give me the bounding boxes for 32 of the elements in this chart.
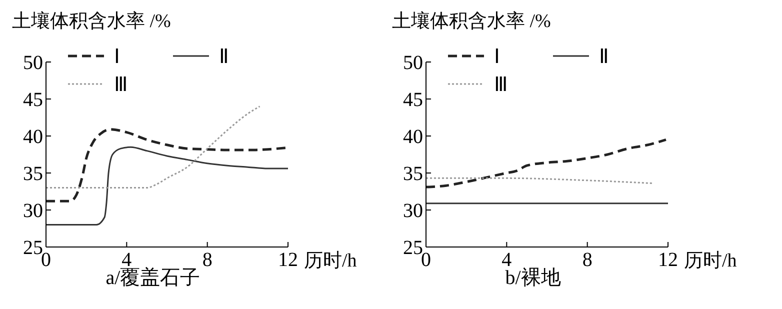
legend-label: Ⅲ [114, 72, 128, 96]
x-tick-label: 8 [582, 249, 592, 272]
legend-label: Ⅱ [219, 44, 229, 68]
line-series [46, 146, 288, 226]
y-tick-label: 40 [403, 126, 423, 148]
y-tick-label: 35 [403, 163, 423, 186]
y-tick-label: 30 [403, 200, 423, 222]
line-series [46, 106, 261, 189]
y-tick-label: 45 [23, 89, 43, 112]
y-axis-title: 土壤体积含水率 /% [391, 10, 552, 32]
legend-label: Ⅰ [114, 44, 120, 68]
x-tick-label: 12 [278, 249, 298, 272]
legend-label: Ⅲ [494, 72, 508, 96]
y-tick-label: 25 [23, 237, 43, 260]
y-tick-label: 50 [403, 52, 423, 74]
line-series [426, 138, 668, 188]
y-tick-label: 40 [23, 126, 43, 148]
y-axis-title: 土壤体积含水率 /% [11, 10, 172, 32]
y-tick-label: 35 [23, 163, 43, 186]
legend-label: Ⅱ [599, 44, 609, 68]
legend-label: Ⅰ [494, 44, 500, 68]
x-axis-title: 历时/h [684, 250, 738, 272]
x-tick-label: 8 [202, 249, 212, 272]
line-series [46, 128, 288, 202]
y-tick-label: 45 [403, 89, 423, 112]
y-tick-label: 30 [23, 200, 43, 222]
x-tick-label: 0 [421, 249, 431, 272]
x-tick-label: 0 [41, 249, 51, 272]
x-tick-label: 12 [658, 249, 678, 272]
y-tick-label: 25 [403, 237, 423, 260]
y-tick-label: 50 [23, 52, 43, 74]
x-axis-title: 历时/h [304, 250, 358, 272]
